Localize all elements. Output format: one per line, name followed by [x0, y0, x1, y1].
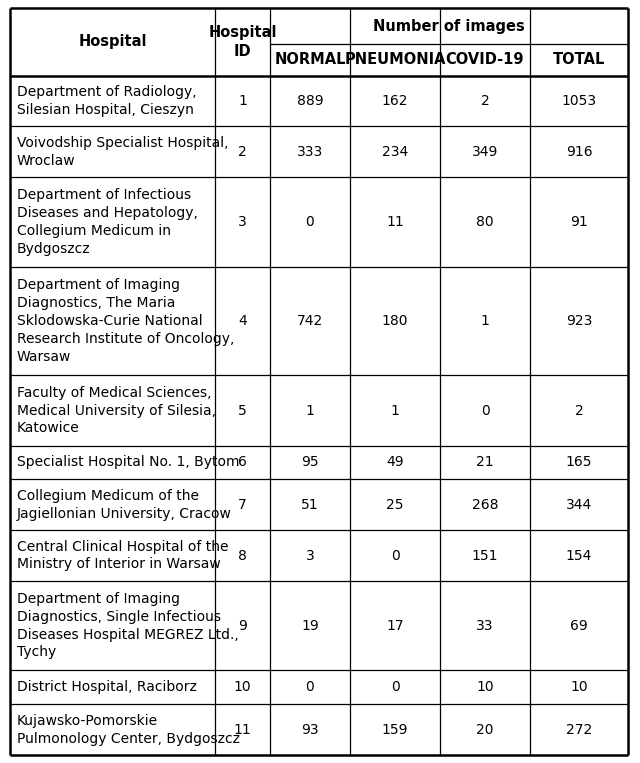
Text: Voivodship Specialist Hospital,
Wroclaw: Voivodship Specialist Hospital, Wroclaw: [17, 136, 228, 168]
Text: 51: 51: [301, 497, 319, 512]
Text: 165: 165: [566, 456, 592, 469]
Text: 10: 10: [234, 681, 252, 694]
Text: COVID-19: COVID-19: [445, 53, 524, 67]
Text: District Hospital, Raciborz: District Hospital, Raciborz: [17, 681, 197, 694]
Text: 344: 344: [566, 497, 592, 512]
Text: 159: 159: [381, 723, 408, 736]
Text: 234: 234: [382, 145, 408, 159]
Text: 268: 268: [472, 497, 499, 512]
Text: 742: 742: [297, 314, 323, 328]
Text: 0: 0: [306, 215, 314, 229]
Text: NORMAL: NORMAL: [275, 53, 346, 67]
Text: 10: 10: [476, 681, 494, 694]
Text: 154: 154: [566, 549, 592, 562]
Text: 20: 20: [476, 723, 493, 736]
Text: 1: 1: [481, 314, 490, 328]
Text: 1: 1: [390, 404, 399, 417]
Text: 11: 11: [234, 723, 252, 736]
Text: 889: 889: [297, 94, 323, 108]
Text: 49: 49: [386, 456, 404, 469]
Text: 69: 69: [570, 619, 588, 633]
Text: 2: 2: [481, 94, 490, 108]
Text: 7: 7: [238, 497, 247, 512]
Text: 0: 0: [390, 681, 399, 694]
Text: 19: 19: [301, 619, 319, 633]
Text: 33: 33: [476, 619, 493, 633]
Text: PNEUMONIA: PNEUMONIA: [344, 53, 445, 67]
Text: 5: 5: [238, 404, 247, 417]
Text: 333: 333: [297, 145, 323, 159]
Text: 0: 0: [390, 549, 399, 562]
Text: 21: 21: [476, 456, 494, 469]
Text: Central Clinical Hospital of the
Ministry of Interior in Warsaw: Central Clinical Hospital of the Ministr…: [17, 539, 228, 571]
Text: 2: 2: [575, 404, 584, 417]
Text: Department of Imaging
Diagnostics, The Maria
Sklodowska-Curie National
Research : Department of Imaging Diagnostics, The M…: [17, 278, 234, 364]
Text: 17: 17: [386, 619, 404, 633]
Text: 80: 80: [476, 215, 494, 229]
Text: 93: 93: [301, 723, 319, 736]
Text: 4: 4: [238, 314, 247, 328]
Text: 95: 95: [301, 456, 319, 469]
Text: 3: 3: [238, 215, 247, 229]
Text: 91: 91: [570, 215, 588, 229]
Text: 349: 349: [472, 145, 498, 159]
Text: TOTAL: TOTAL: [553, 53, 605, 67]
Text: 11: 11: [386, 215, 404, 229]
Text: Hospital: Hospital: [78, 34, 147, 50]
Text: 10: 10: [570, 681, 588, 694]
Text: 162: 162: [381, 94, 408, 108]
Text: 6: 6: [238, 456, 247, 469]
Text: 25: 25: [387, 497, 404, 512]
Text: 272: 272: [566, 723, 592, 736]
Text: 3: 3: [306, 549, 314, 562]
Text: 8: 8: [238, 549, 247, 562]
Text: 0: 0: [481, 404, 490, 417]
Text: Faculty of Medical Sciences,
Medical University of Silesia,
Katowice: Faculty of Medical Sciences, Medical Uni…: [17, 385, 216, 436]
Text: Specialist Hospital No. 1, Bytom: Specialist Hospital No. 1, Bytom: [17, 456, 239, 469]
Text: Department of Radiology,
Silesian Hospital, Cieszyn: Department of Radiology, Silesian Hospit…: [17, 85, 196, 117]
Text: Hospital
ID: Hospital ID: [208, 24, 276, 59]
Text: 1: 1: [238, 94, 247, 108]
Text: 9: 9: [238, 619, 247, 633]
Text: 2: 2: [238, 145, 247, 159]
Text: Department of Infectious
Diseases and Hepatology,
Collegium Medicum in
Bydgoszcz: Department of Infectious Diseases and He…: [17, 188, 198, 256]
Text: 923: 923: [566, 314, 592, 328]
Text: 0: 0: [306, 681, 314, 694]
Text: 1053: 1053: [561, 94, 596, 108]
Text: 916: 916: [566, 145, 592, 159]
Text: Collegium Medicum of the
Jagiellonian University, Cracow: Collegium Medicum of the Jagiellonian Un…: [17, 489, 232, 520]
Text: 151: 151: [472, 549, 499, 562]
Text: Kujawsko-Pomorskie
Pulmonology Center, Bydgoszcz: Kujawsko-Pomorskie Pulmonology Center, B…: [17, 713, 240, 745]
Text: Number of images: Number of images: [373, 18, 525, 34]
Text: 1: 1: [305, 404, 314, 417]
Text: Department of Imaging
Diagnostics, Single Infectious
Diseases Hospital MEGREZ Lt: Department of Imaging Diagnostics, Singl…: [17, 592, 239, 659]
Text: 180: 180: [381, 314, 408, 328]
